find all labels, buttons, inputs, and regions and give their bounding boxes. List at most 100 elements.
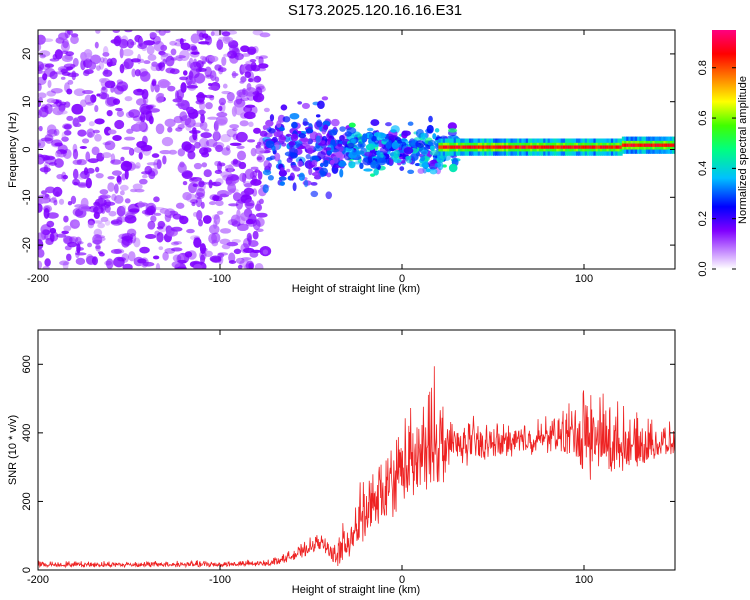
spectrogram-cell: [451, 145, 455, 149]
spectrogram-cell: [49, 58, 60, 62]
spectrogram-cell: [139, 178, 148, 185]
spectrogram-cell: [282, 116, 291, 123]
spectrogram-cell: [145, 110, 153, 122]
spectrogram-cell: [645, 143, 649, 147]
spectrogram-cell: [43, 233, 55, 241]
spectrogram-cell: [88, 121, 95, 127]
spectrogram-cell: [113, 35, 122, 47]
spectrogram-cell: [428, 115, 433, 123]
spectrogram-cell: [204, 94, 215, 99]
spectrogram-cell: [300, 138, 310, 142]
spectrogram-cell: [39, 53, 46, 59]
spectrogram-cell: [195, 99, 205, 105]
spectrogram-cell: [447, 145, 451, 149]
spectrogram-cell: [303, 179, 309, 188]
spectrogram-cell: [350, 138, 357, 143]
spectrogram-cell: [280, 104, 288, 111]
spectrogram-cell: [193, 236, 200, 240]
spectrogram-cell: [667, 143, 671, 147]
spectrogram-cell: [72, 168, 79, 180]
spectrogram-cell: [220, 134, 232, 143]
spectrogram-cell: [403, 147, 414, 154]
spectrogram-cell: [113, 85, 124, 95]
spectrogram-cell: [462, 145, 466, 149]
spectrogram-cell: [116, 205, 126, 217]
spectrogram-cell: [234, 104, 245, 116]
spectrogram-cell: [512, 145, 516, 149]
spectrogram-cell: [80, 59, 86, 71]
spectrogram-cell: [275, 141, 283, 145]
spectrogram-cell: [223, 53, 232, 57]
spectrogram-cell: [99, 194, 112, 199]
spectrogram-cell: [654, 143, 658, 147]
spectrogram-cell: [211, 30, 224, 37]
spectrogram-cell: [444, 145, 448, 149]
spectrogram-cell: [38, 92, 47, 99]
spectrogram-cell: [54, 142, 63, 147]
spectrogram-cell: [624, 143, 628, 147]
spectrogram-cell: [227, 219, 238, 226]
spectrogram-cell: [88, 61, 97, 70]
spectrogram-cell: [262, 125, 270, 129]
spectrogram-cell: [57, 144, 68, 154]
snr-x-axis-label: Height of straight line (km): [292, 584, 420, 596]
spectrogram-cell: [229, 124, 240, 129]
spectrogram-cell: [414, 162, 421, 167]
spectrogram-cell: [140, 144, 153, 152]
spectrogram-cell: [201, 247, 208, 252]
spectrogram-cell: [159, 150, 172, 155]
spectrogram-cell: [155, 123, 165, 135]
spectrogram-cell: [63, 225, 72, 232]
spectrogram-cell: [447, 128, 458, 133]
spectrogram-cell: [191, 77, 196, 85]
spectrogram-cell: [95, 235, 106, 239]
colorbar-tick-label: 0.2: [697, 211, 709, 226]
spectrogram-cell: [128, 251, 136, 262]
spectrogram-cell: [370, 119, 380, 127]
spectrogram-cell: [38, 70, 46, 74]
spectrogram-cell: [290, 133, 299, 142]
spectrogram-cell: [114, 119, 125, 130]
spectrogram-cell: [175, 266, 188, 269]
spectrogram-cell: [106, 96, 118, 107]
spectrogram-cell: [186, 85, 199, 89]
spectrogram-cell: [219, 228, 232, 234]
spectrogram-cell: [617, 145, 621, 149]
spectrogram-cell: [81, 138, 90, 144]
spectrogram-cell: [455, 145, 459, 149]
spectrogram-cell: [83, 167, 89, 176]
spectrogram-cell: [220, 171, 233, 178]
spectrogram-y-ticks: -20 -10 0 10 20: [21, 48, 675, 253]
spectrogram-cell: [162, 155, 167, 165]
spectrogram-cell: [221, 56, 227, 67]
spectrogram-cell: [364, 151, 373, 157]
spectrogram-cell: [582, 145, 586, 149]
spectrogram-cell: [453, 145, 457, 149]
spectrogram-cell: [215, 144, 223, 153]
spectrogram-cell: [385, 141, 392, 150]
spectrogram-cell: [632, 143, 636, 147]
spectrogram-cell: [328, 129, 338, 136]
spectrogram-cell: [248, 121, 254, 127]
spectrogram-cell: [359, 162, 364, 169]
spectrogram-cell: [377, 157, 387, 166]
snr-x-tick-label: -200: [27, 574, 49, 586]
spectrogram-cell: [593, 145, 597, 149]
spectrogram-cell: [179, 38, 184, 45]
spectrogram-cell: [194, 141, 201, 149]
spectrogram-cell: [254, 203, 263, 212]
spectrogram-cell: [486, 145, 490, 149]
spectrogram-cell: [311, 171, 321, 177]
spectrogram-cell: [72, 117, 80, 128]
spectrogram-cell: [637, 143, 641, 147]
spectrogram-cell: [226, 92, 235, 102]
spectrogram-cell: [151, 153, 160, 158]
spectrogram-cell: [298, 133, 307, 139]
spectrogram-cell: [64, 30, 71, 39]
spectrogram-cell: [143, 60, 151, 65]
spectrogram-cell: [121, 235, 133, 246]
spectrogram-cell: [38, 203, 43, 213]
spectrogram-cell: [242, 181, 252, 187]
spectrogram-cell: [190, 51, 200, 55]
